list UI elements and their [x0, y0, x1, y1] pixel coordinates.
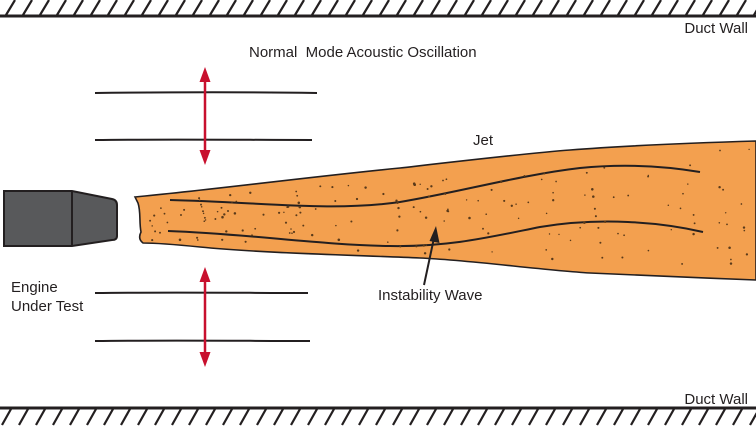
duct-wall-bottom-label: Duct Wall — [684, 391, 748, 408]
instability-wave-label: Instability Wave — [378, 287, 483, 304]
engine-nozzle — [3, 190, 118, 247]
duct-wall-top — [0, 0, 756, 18]
acoustic-oscillation-label: Normal Mode Acoustic Oscillation — [249, 44, 477, 61]
engine-label-line2: Under Test — [11, 298, 84, 315]
acoustic-lines-upper — [94, 91, 318, 141]
acoustic-lines-lower — [94, 291, 311, 342]
oscillation-arrow-lower — [199, 267, 211, 367]
duct-wall-bottom — [0, 406, 756, 426]
jet-plume — [133, 140, 756, 281]
engine-label-line1: Engine — [11, 279, 58, 296]
oscillation-arrow-upper — [199, 67, 211, 165]
instability-wave-pointer — [423, 226, 440, 286]
duct-wall-top-label: Duct Wall — [684, 20, 748, 37]
jet-label: Jet — [473, 132, 494, 149]
